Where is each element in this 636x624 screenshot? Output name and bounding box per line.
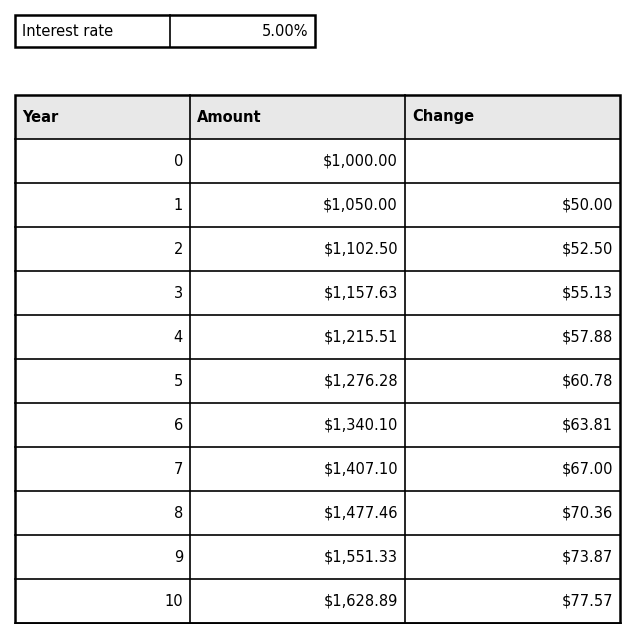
Bar: [15, 139, 620, 183]
Text: $1,157.63: $1,157.63: [324, 286, 398, 301]
Text: Change: Change: [412, 109, 474, 125]
Text: $77.57: $77.57: [562, 593, 613, 608]
Bar: [15, 271, 620, 315]
Text: 9: 9: [174, 550, 183, 565]
Text: 4: 4: [174, 329, 183, 344]
Text: $1,340.10: $1,340.10: [324, 417, 398, 432]
Bar: [15, 95, 620, 139]
Text: Year: Year: [22, 109, 59, 125]
Text: 5.00%: 5.00%: [261, 24, 308, 39]
Text: $50.00: $50.00: [562, 198, 613, 213]
Text: $52.50: $52.50: [562, 241, 613, 256]
Text: $1,551.33: $1,551.33: [324, 550, 398, 565]
Bar: [15, 359, 620, 403]
Text: $1,276.28: $1,276.28: [323, 374, 398, 389]
Text: Amount: Amount: [197, 109, 261, 125]
Bar: [15, 491, 620, 535]
Text: $1,102.50: $1,102.50: [323, 241, 398, 256]
Text: 0: 0: [174, 154, 183, 168]
Bar: [15, 315, 620, 359]
Text: 1: 1: [174, 198, 183, 213]
Bar: [15, 15, 315, 47]
Text: $63.81: $63.81: [562, 417, 613, 432]
Bar: [15, 447, 620, 491]
Text: 8: 8: [174, 505, 183, 520]
Bar: [15, 95, 620, 623]
Text: $55.13: $55.13: [562, 286, 613, 301]
Text: $1,215.51: $1,215.51: [324, 329, 398, 344]
Text: $1,628.89: $1,628.89: [324, 593, 398, 608]
Text: $1,000.00: $1,000.00: [323, 154, 398, 168]
Text: $70.36: $70.36: [562, 505, 613, 520]
Bar: [15, 579, 620, 623]
Bar: [15, 535, 620, 579]
Text: 6: 6: [174, 417, 183, 432]
Text: $60.78: $60.78: [562, 374, 613, 389]
Text: $1,477.46: $1,477.46: [324, 505, 398, 520]
Text: 10: 10: [164, 593, 183, 608]
Text: 3: 3: [174, 286, 183, 301]
Text: 7: 7: [174, 462, 183, 477]
Text: Interest rate: Interest rate: [22, 24, 113, 39]
Text: $57.88: $57.88: [562, 329, 613, 344]
Bar: [15, 403, 620, 447]
Bar: [15, 227, 620, 271]
Text: $67.00: $67.00: [562, 462, 613, 477]
Text: 2: 2: [174, 241, 183, 256]
Text: $1,050.00: $1,050.00: [323, 198, 398, 213]
Text: $1,407.10: $1,407.10: [323, 462, 398, 477]
Text: 5: 5: [174, 374, 183, 389]
Bar: [15, 183, 620, 227]
Text: $73.87: $73.87: [562, 550, 613, 565]
